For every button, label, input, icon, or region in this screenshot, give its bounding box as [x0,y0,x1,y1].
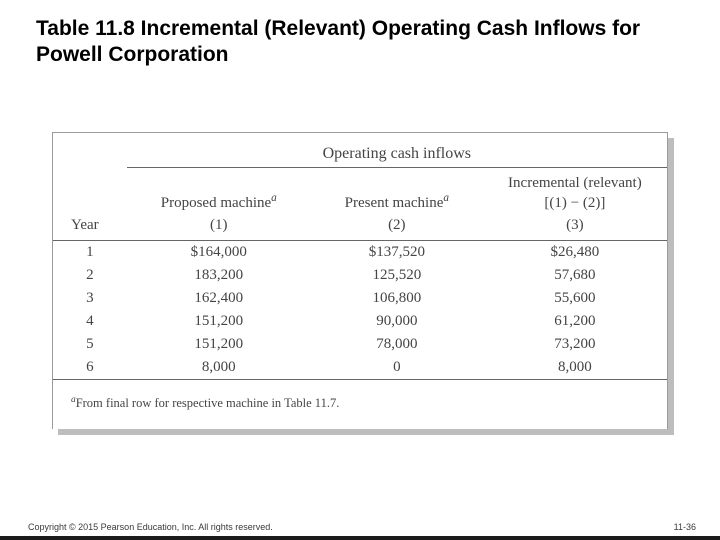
bottom-edge [0,536,720,540]
page-number: 11-36 [674,522,696,532]
col-incremental-header: Incremental (relevant) [(1) − (2)] [483,168,667,217]
table-footnote: aFrom final row for respective machine i… [53,386,667,429]
col-present-header: Present machinea [311,168,483,217]
table-row: 3 162,400 106,800 55,600 [53,287,667,310]
col-incremental-sub: (3) [483,217,667,240]
col-year-header: Year [53,217,127,240]
copyright-text: Copyright © 2015 Pearson Education, Inc.… [28,522,273,532]
super-header: Operating cash inflows [127,133,667,167]
table-row: 2 183,200 125,520 57,680 [53,264,667,287]
table-row: 1 $164,000 $137,520 $26,480 [53,241,667,265]
col-proposed-header: Proposed machinea [127,168,311,217]
cash-inflows-table: Operating cash inflows Proposed machinea… [52,132,668,429]
col-present-sub: (2) [311,217,483,240]
table-row: 6 8,000 0 8,000 [53,356,667,380]
slide-title: Table 11.8 Incremental (Relevant) Operat… [0,0,720,69]
table-row: 4 151,200 90,000 61,200 [53,310,667,333]
table-row: 5 151,200 78,000 73,200 [53,333,667,356]
col-proposed-sub: (1) [127,217,311,240]
